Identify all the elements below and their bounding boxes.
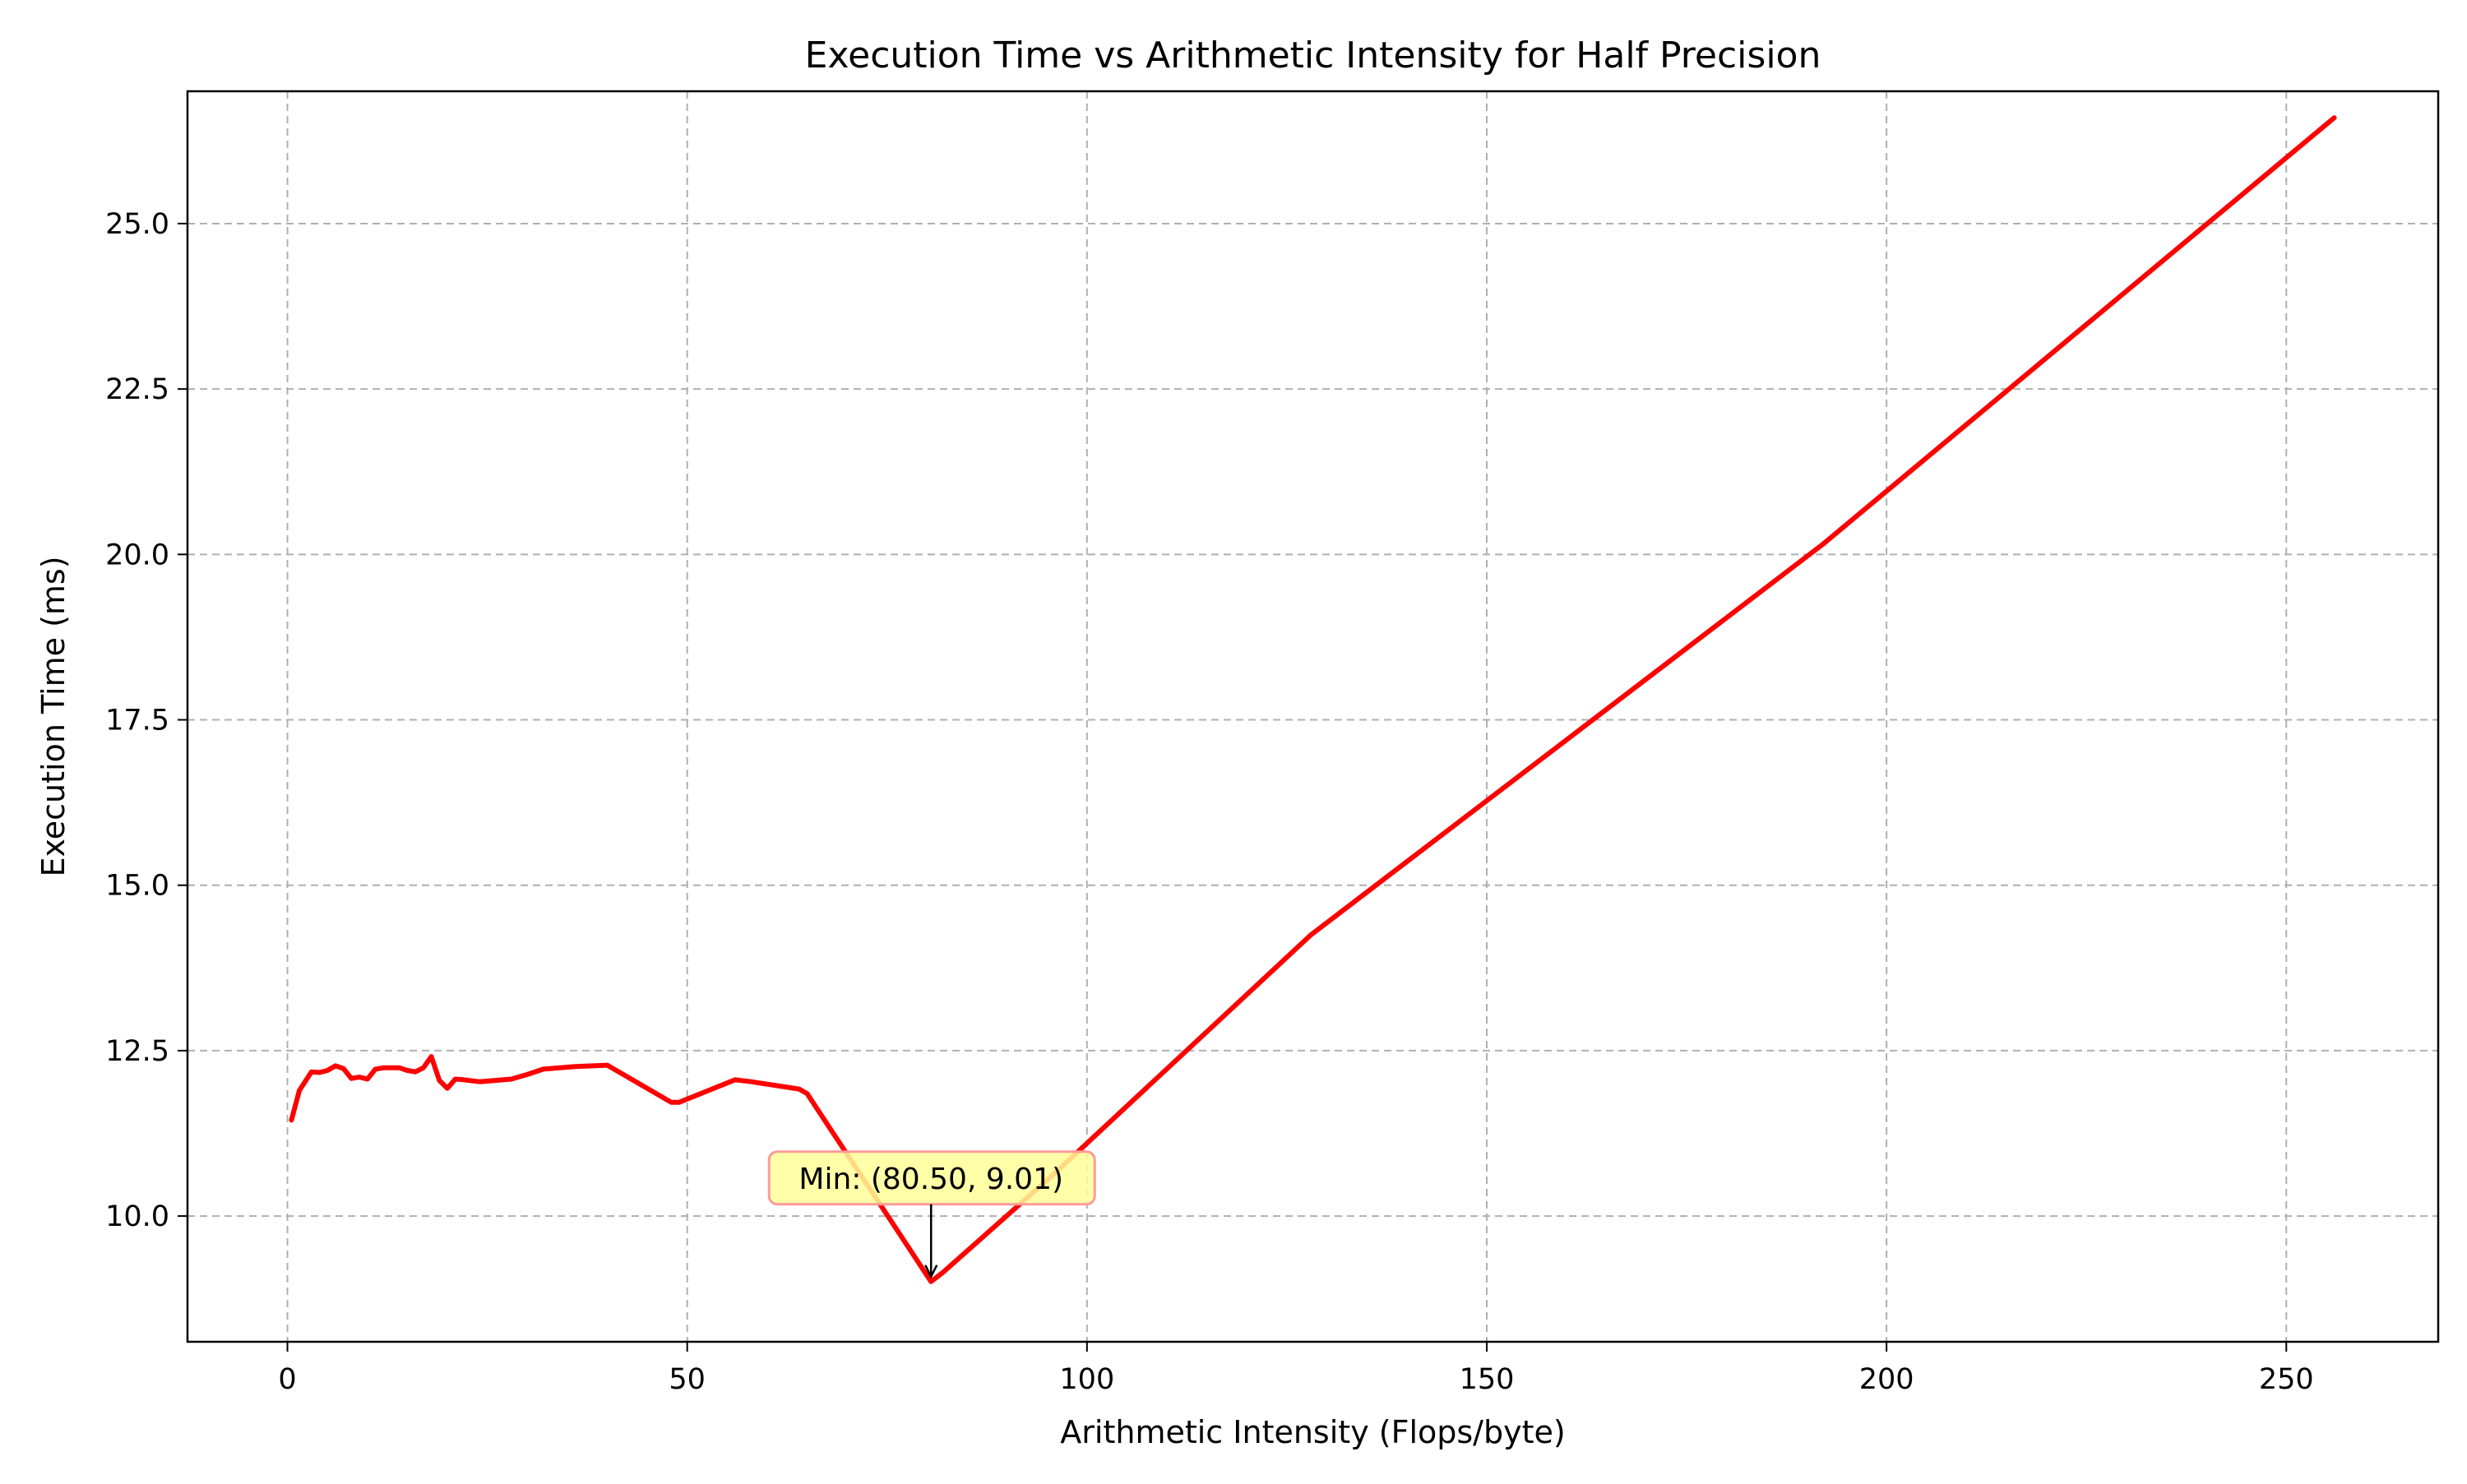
y-tick-label: 22.5: [105, 373, 169, 406]
x-tick-label: 150: [1460, 1363, 1515, 1396]
series-line: [289, 115, 2337, 1284]
y-tick-label: 20.0: [105, 539, 169, 571]
y-axis: 10.0 12.5 15.0 17.5 20.0 22.5 25.0: [105, 208, 187, 1233]
x-axis: 0 50 100 150 200 250: [278, 1342, 2314, 1396]
x-tick-label: 250: [2259, 1363, 2314, 1396]
x-tick-label: 0: [278, 1363, 296, 1396]
y-tick-label: 10.0: [105, 1200, 169, 1233]
annotation-arrowhead: [924, 1264, 938, 1279]
x-tick-label: 100: [1059, 1363, 1114, 1396]
x-tick-label: 50: [669, 1363, 706, 1396]
y-tick-label: 17.5: [105, 705, 169, 737]
y-tick-label: 15.0: [105, 870, 169, 903]
y-axis-label: Execution Time (ms): [35, 556, 72, 876]
x-axis-label: Arithmetic Intensity (Flops/byte): [1060, 1414, 1565, 1450]
y-tick-label: 12.5: [105, 1035, 169, 1068]
chart-title: Execution Time vs Arithmetic Intensity f…: [805, 35, 1821, 76]
min-annotation: Min: (80.50, 9.01): [767, 1150, 1096, 1279]
grid: [187, 91, 2438, 1342]
series-layer: [289, 115, 2337, 1284]
x-tick-label: 200: [1859, 1363, 1914, 1396]
plot-frame: [186, 90, 2440, 1343]
y-tick-label: 25.0: [105, 208, 169, 241]
annotation-text: Min: (80.50, 9.01): [798, 1163, 1063, 1196]
